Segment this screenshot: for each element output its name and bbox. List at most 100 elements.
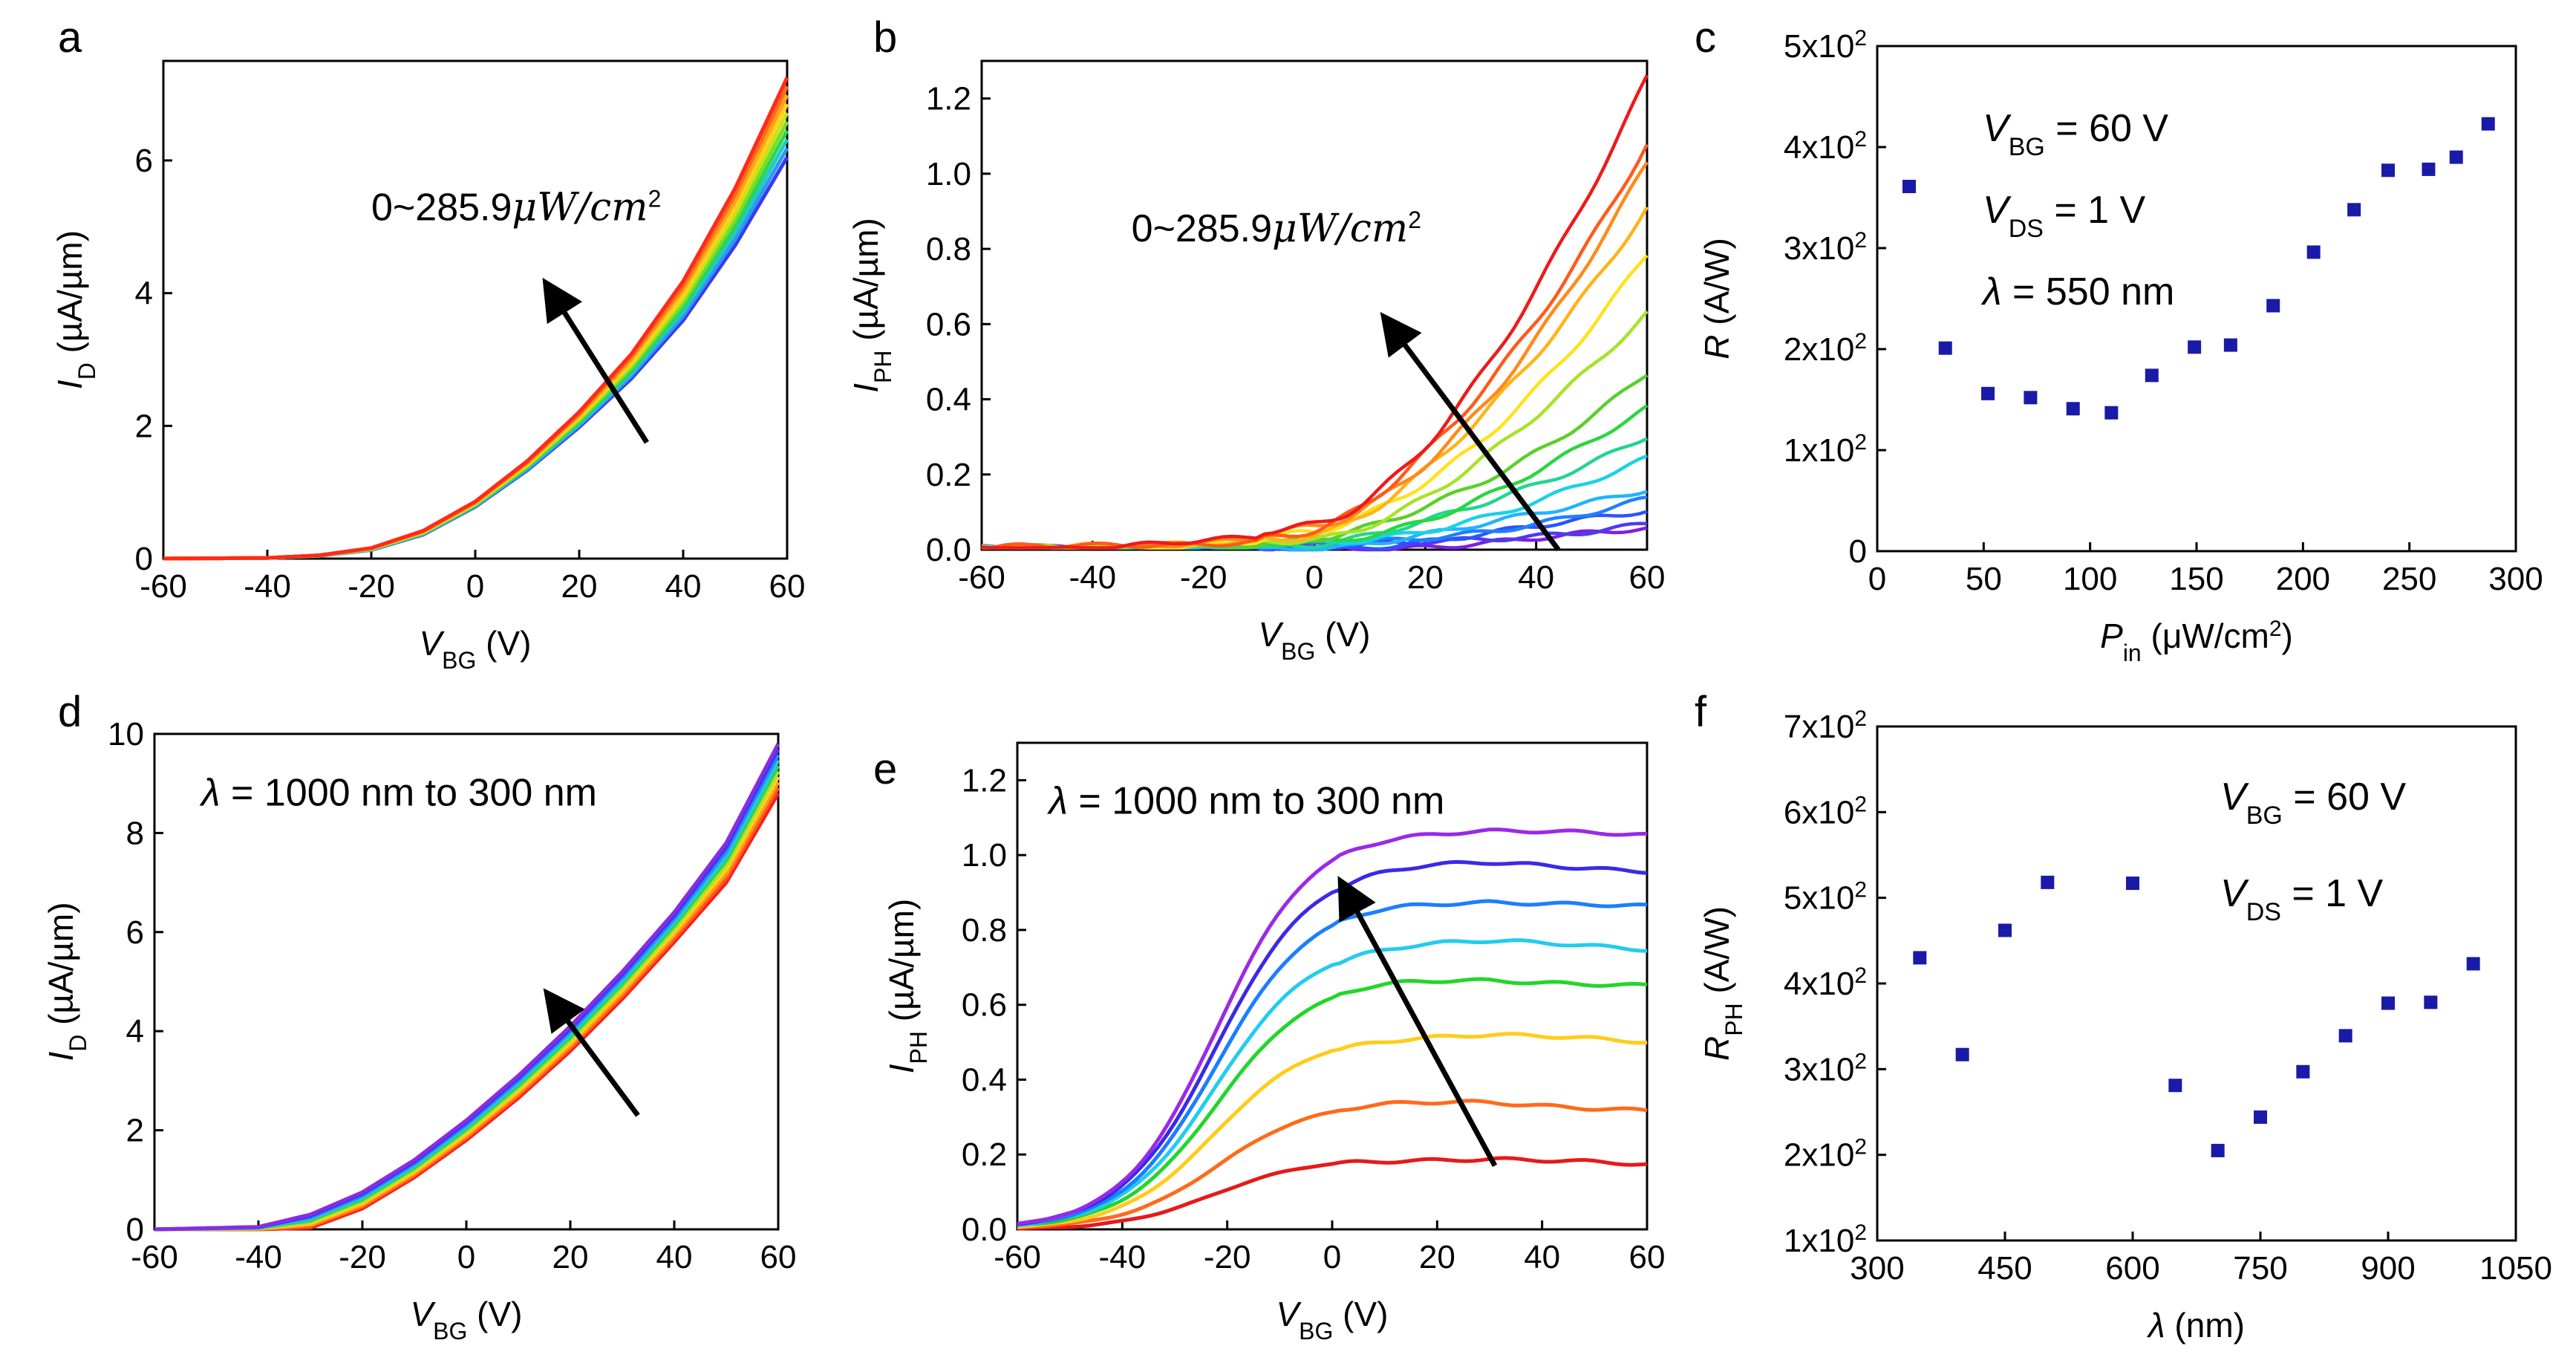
y-tick-label-f: 1x102 — [1784, 1220, 1867, 1260]
condition-annotation-c: λ = 550 nm — [1980, 270, 2174, 313]
x-tick-label-b: -20 — [1180, 559, 1227, 596]
series-line-e — [1017, 977, 1648, 1227]
series-line-e — [1017, 899, 1648, 1226]
data-point-f — [1998, 923, 2012, 937]
series-line-d — [154, 792, 780, 1232]
x-tick-label-e: 20 — [1419, 1239, 1455, 1275]
panel-f: f 300 450 600 750 900 1050 1x102 2x102 3x102 4x102… — [1695, 688, 2552, 1344]
series-line-a — [163, 77, 789, 561]
y-tick-label-d: 8 — [126, 815, 144, 851]
trend-arrow-a — [542, 277, 649, 444]
data-point-c — [2223, 338, 2237, 352]
panel-e: e -60 -40 -20 0 20 40 60 0.0 0.2 0.4 0.6 0.8 1.0 1.2 VB… — [873, 741, 1666, 1344]
x-tick-label-c: 0 — [1868, 561, 1886, 597]
x-tick-label-d: -60 — [131, 1239, 178, 1275]
series-line-d — [154, 748, 780, 1232]
x-tick-label-a: -60 — [140, 568, 187, 605]
series-line-a — [163, 111, 789, 561]
data-point-c — [2266, 299, 2280, 313]
trend-arrow-b — [1380, 312, 1561, 552]
x-tick-label-d: -40 — [235, 1239, 282, 1275]
data-point-f — [2041, 875, 2055, 889]
series-line-d — [154, 787, 780, 1232]
series-line-e — [1017, 859, 1648, 1226]
x-tick-label-e: -20 — [1204, 1239, 1251, 1275]
series-line-d — [154, 764, 780, 1232]
x-tick-label-a: 0 — [466, 568, 484, 605]
x-tick-label-b: -60 — [958, 559, 1005, 596]
y-tick-label-f: 7x102 — [1784, 706, 1867, 746]
x-tick-label-a: -20 — [348, 568, 395, 605]
x-tick-label-f: 1050 — [2479, 1250, 2552, 1287]
data-point-f — [2424, 995, 2438, 1009]
y-axis-label-f: RPH (A/W) — [1698, 906, 1747, 1061]
y-tick-label-e: 0.0 — [962, 1212, 1007, 1248]
data-point-f — [2254, 1110, 2267, 1124]
data-point-f — [2381, 996, 2395, 1010]
condition-annotation-f: VDS = 1 V — [2220, 872, 2384, 926]
panel-letter-d: d — [58, 688, 82, 736]
x-tick-label-c: 100 — [2063, 561, 2117, 597]
panel-letter-f: f — [1695, 688, 1707, 736]
panel-b: b -60 -40 -20 0 20 40 60 0.0 0.2 0.4 0.6 0.8 1.0 1.2 VB… — [847, 13, 1665, 665]
y-tick-label-a: 0 — [135, 541, 153, 577]
data-point-c — [2104, 406, 2119, 420]
x-tick-label-f: 300 — [1850, 1250, 1904, 1287]
plot-frame-f — [1876, 725, 2517, 1242]
plot-frame-a — [162, 59, 789, 560]
x-tick-label-e: 40 — [1524, 1239, 1560, 1275]
x-tick-label-b: 60 — [1629, 559, 1666, 596]
y-tick-label-f: 4x102 — [1784, 963, 1867, 1003]
panel-c: c 0 50 100 150 200 250 300 0 1x102 2x102 3x102 4x102… — [1695, 13, 2543, 666]
x-tick-label-d: -20 — [339, 1239, 386, 1275]
y-tick-label-b: 0.2 — [926, 457, 971, 493]
data-point-c — [2306, 245, 2321, 259]
x-axis-label-b: VBG (V) — [1258, 615, 1370, 665]
plot-frame-b — [980, 59, 1649, 551]
data-point-f — [2211, 1143, 2225, 1157]
panel-letter-e: e — [873, 745, 897, 793]
x-tick-label-f: 900 — [2361, 1250, 2415, 1287]
data-point-c — [2024, 391, 2038, 405]
y-tick-label-c: 4x102 — [1784, 127, 1867, 166]
y-tick-label-f: 3x102 — [1784, 1049, 1867, 1088]
data-point-c — [2066, 402, 2080, 416]
y-tick-label-a: 4 — [135, 276, 153, 312]
y-tick-label-c: 0 — [1849, 533, 1867, 570]
series-line-d — [154, 754, 780, 1232]
series-line-d — [154, 770, 780, 1232]
data-point-c — [2449, 150, 2463, 164]
data-point-f — [2126, 877, 2139, 891]
x-axis-label-f: λ (nm) — [2146, 1306, 2245, 1344]
x-tick-label-d: 40 — [656, 1239, 693, 1275]
x-tick-label-b: -40 — [1069, 559, 1117, 596]
y-tick-label-f: 5x102 — [1784, 877, 1867, 917]
data-point-f — [2466, 957, 2480, 971]
data-point-c — [2188, 340, 2202, 354]
x-axis-label-a: VBG (V) — [419, 624, 531, 674]
series-line-b — [981, 74, 1649, 550]
y-tick-label-e: 0.8 — [962, 912, 1007, 949]
plot-frame-c — [1876, 45, 2517, 553]
x-tick-label-e: 60 — [1629, 1239, 1666, 1275]
data-point-c — [1981, 386, 1995, 400]
x-tick-label-e: -60 — [994, 1239, 1041, 1275]
y-tick-label-e: 0.2 — [962, 1137, 1007, 1173]
series-line-d — [154, 743, 780, 1232]
wavelength-range-annotation-e: λ = 1000 nm to 300 nm — [1046, 780, 1444, 823]
y-tick-label-c: 5x102 — [1784, 26, 1867, 65]
x-tick-label-b: 0 — [1305, 559, 1323, 596]
y-tick-label-d: 6 — [126, 914, 144, 951]
data-point-c — [2381, 163, 2395, 178]
y-tick-label-e: 0.4 — [962, 1061, 1007, 1098]
x-tick-label-a: 40 — [665, 568, 702, 605]
data-point-c — [1938, 341, 1952, 355]
panel-letter-c: c — [1695, 13, 1716, 62]
series-line-e — [1017, 1099, 1648, 1229]
trend-arrow-e — [1337, 876, 1498, 1168]
wavelength-range-annotation-d: λ = 1000 nm to 300 nm — [199, 772, 597, 815]
x-tick-label-f: 450 — [1977, 1250, 2032, 1287]
x-tick-label-d: 60 — [760, 1239, 797, 1275]
series-line-a — [163, 85, 789, 561]
